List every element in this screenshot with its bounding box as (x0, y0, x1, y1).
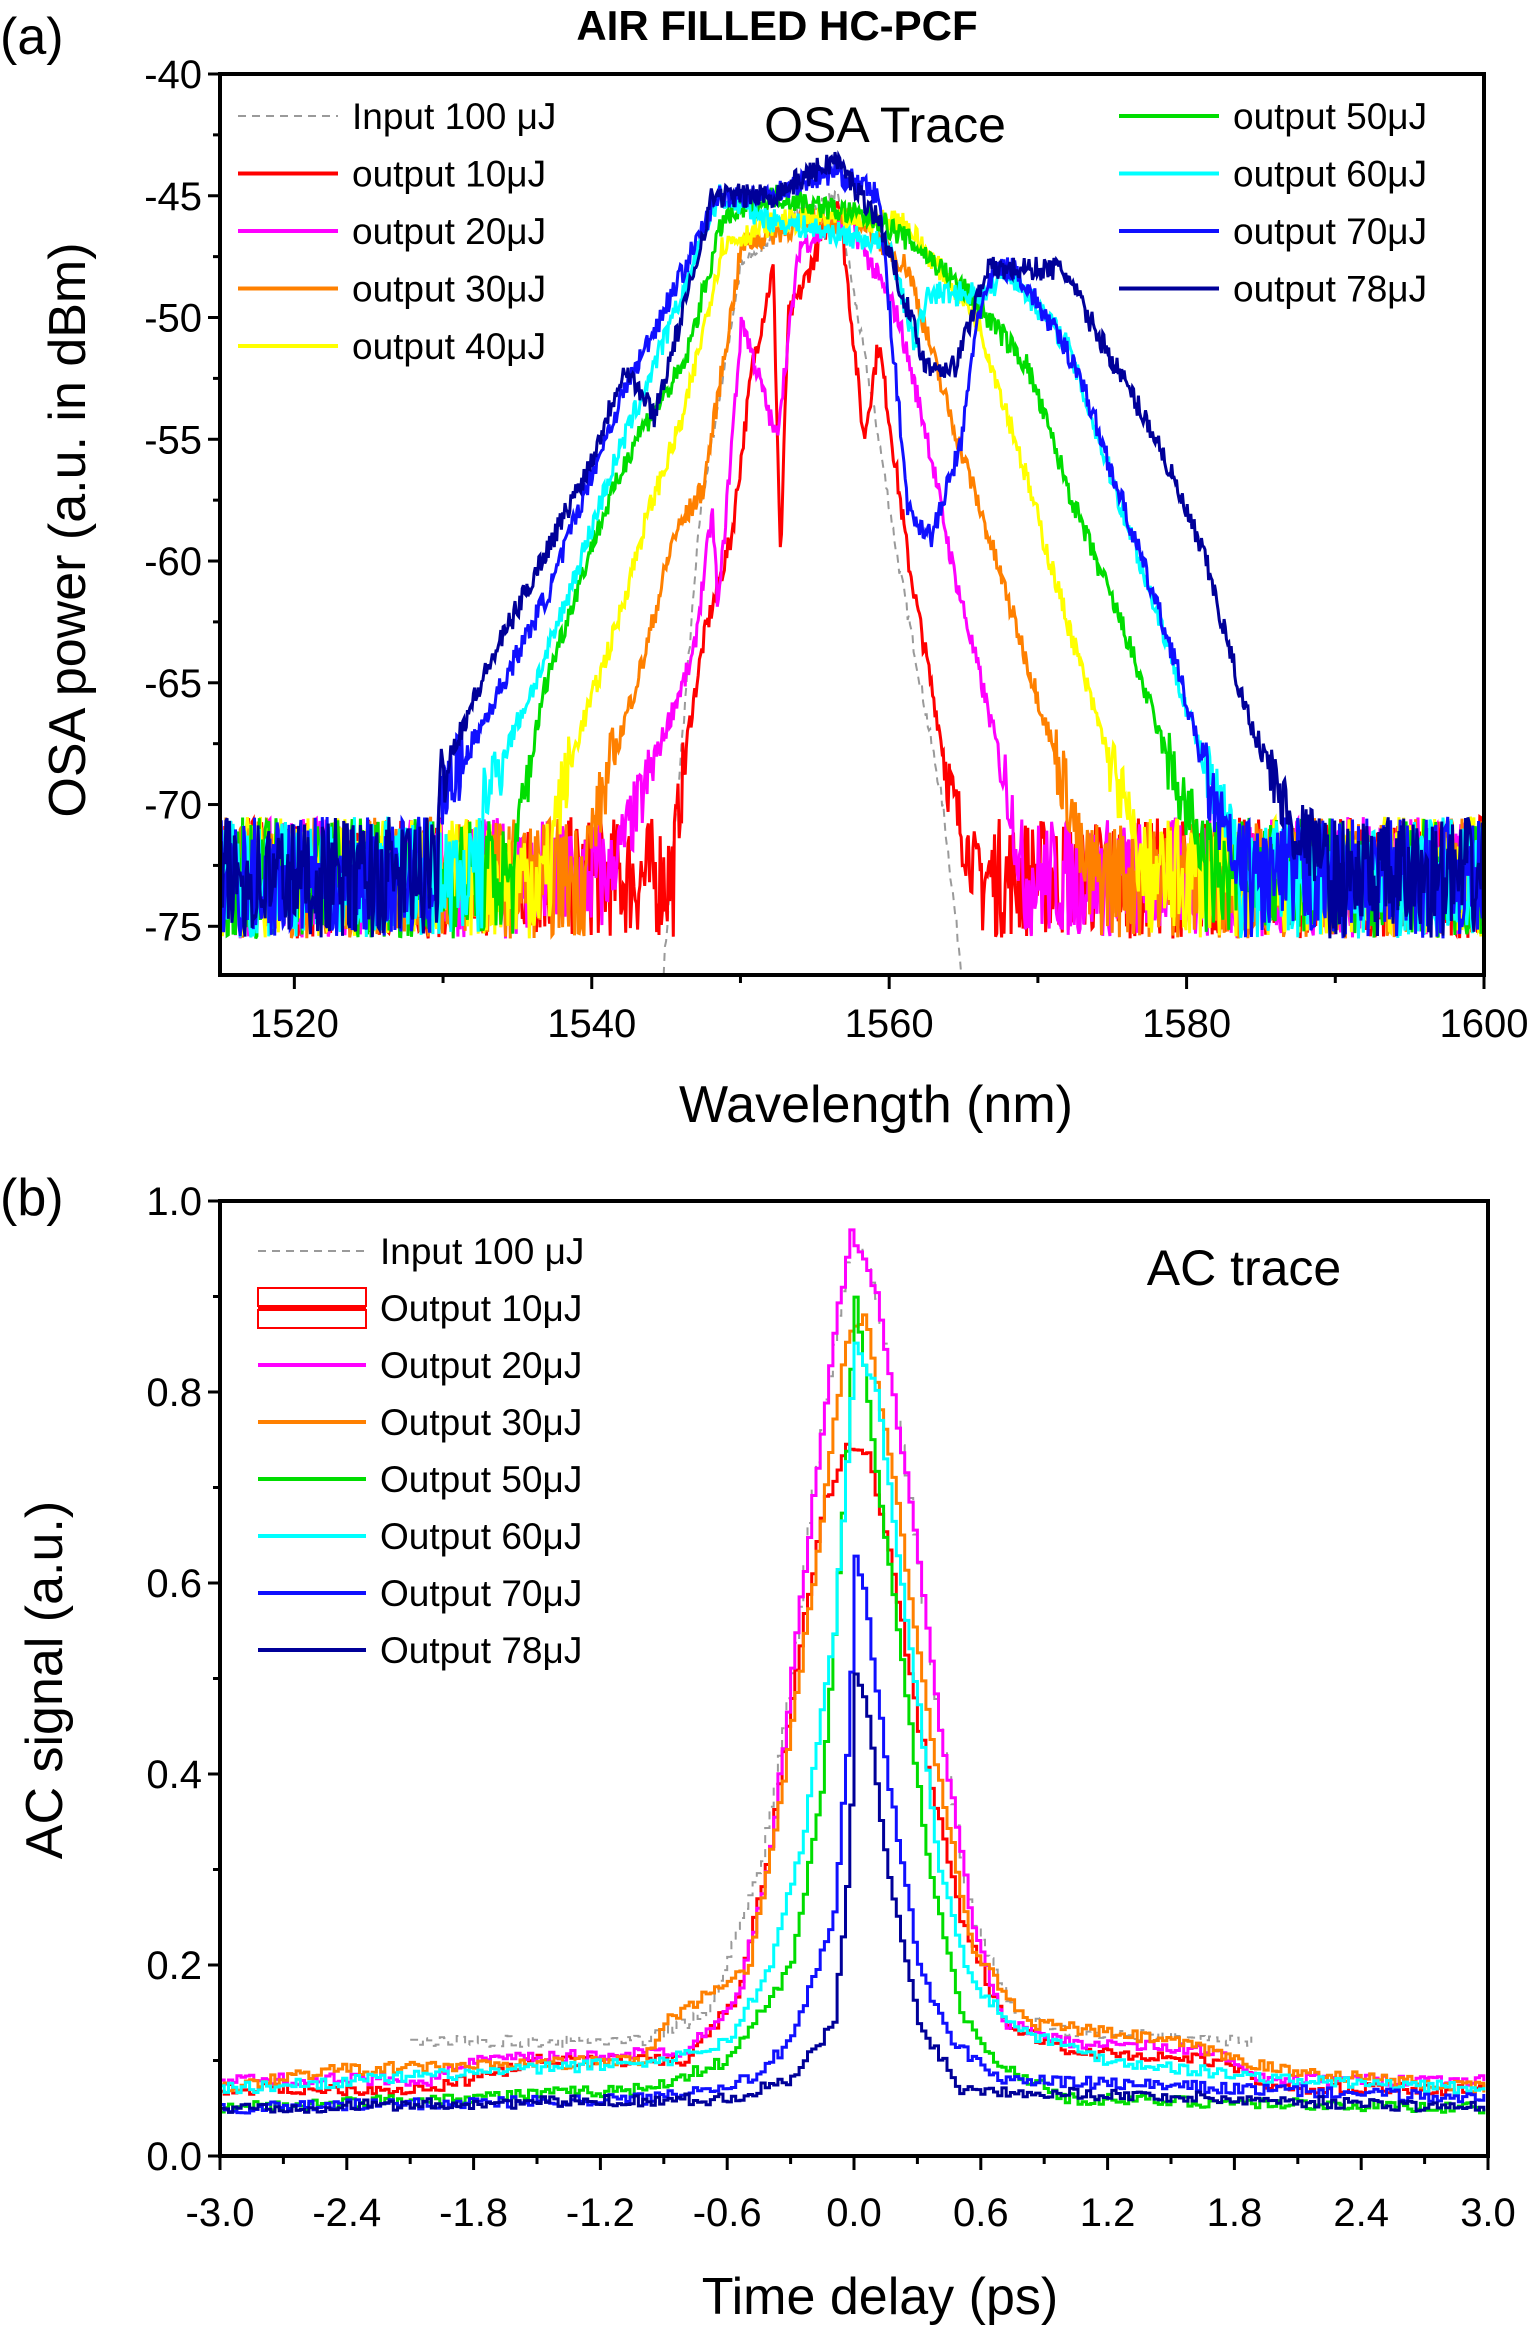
y-tick-label: 1.0 (146, 1180, 202, 1224)
y-tick-label: 0.6 (146, 1562, 202, 1606)
plot-frame-a (218, 72, 1486, 977)
legend-label: output 78μJ (1233, 269, 1427, 310)
legend-item: output 10μJ (238, 154, 546, 195)
legend-label: Output 50μJ (380, 1459, 582, 1500)
series-line-output-78-j (220, 150, 1484, 939)
legend-item: output 40μJ (238, 326, 546, 367)
series-group-b (220, 1228, 1486, 2115)
ac-trace-annotation: AC trace (1147, 1240, 1342, 1296)
legend-item: Output 10μJ (257, 1287, 582, 1329)
legend-item: Output 70μJ (258, 1573, 582, 1614)
legend-label: Output 60μJ (380, 1516, 582, 1557)
legend-label: Input 100 μJ (352, 96, 556, 137)
legend-item: Output 30μJ (258, 1402, 582, 1443)
x-tick-label: 1600 (1440, 1002, 1529, 1046)
x-tick-label: 3.0 (1460, 2191, 1516, 2235)
x-tick-label: -0.6 (693, 2191, 762, 2235)
y-tick-label: 0.2 (146, 1944, 202, 1988)
legend-item: Output 50μJ (258, 1459, 582, 1500)
legend-item: Output 78μJ (258, 1630, 582, 1671)
legend-item: Input 100 μJ (238, 96, 556, 137)
panel-b-label: (b) (0, 1169, 64, 1227)
legend-label: output 60μJ (1233, 154, 1427, 195)
legend-label: Output 30μJ (380, 1402, 582, 1443)
y-tick-label: -40 (144, 53, 202, 97)
legend-item: output 78μJ (1119, 269, 1427, 310)
legend-label: Output 78μJ (380, 1630, 582, 1671)
series-line-output-60-j (220, 1341, 1486, 2095)
series-line-output-78-j (220, 1672, 1486, 2114)
y-tick-label: 0.0 (146, 2135, 202, 2179)
x-tick-label: 1.8 (1207, 2191, 1263, 2235)
legend-item: Input 100 μJ (258, 1231, 584, 1272)
y-axis-label-a: OSA power (a.u. in dBm) (39, 242, 97, 817)
y-tick-label: 0.8 (146, 1371, 202, 1415)
x-tick-label: 0.6 (953, 2191, 1009, 2235)
y-tick-label: 0.4 (146, 1753, 202, 1797)
series-line-output-60-j (220, 184, 1484, 939)
x-tick-label: -1.2 (566, 2191, 635, 2235)
legend-label: Output 10μJ (380, 1288, 582, 1329)
legend-label: Input 100 μJ (380, 1231, 584, 1272)
y-tick-label: -50 (144, 297, 202, 341)
legend-item: Output 60μJ (258, 1516, 582, 1557)
legend-swatch-box (257, 1287, 367, 1307)
x-tick-label: -1.8 (439, 2191, 508, 2235)
x-tick-label: -3.0 (186, 2191, 255, 2235)
axis-ticks-b: -3.0 -2.4 -1.8 -1.2 -0.6 0.0 0.6 1.2 1.8 2.4 3.0 0.… (146, 1180, 1515, 2235)
legend-item: output 50μJ (1119, 96, 1427, 137)
y-tick-label: -45 (144, 175, 202, 219)
x-tick-label: -2.4 (312, 2191, 381, 2235)
x-tick-label: 1580 (1142, 1002, 1231, 1046)
x-tick-label: 1540 (547, 1002, 636, 1046)
x-tick-label: 0.0 (826, 2191, 882, 2235)
osa-trace-annotation: OSA Trace (764, 97, 1006, 153)
legend-item: Output 20μJ (258, 1345, 582, 1386)
legend-item: output 30μJ (238, 269, 546, 310)
legend-a: Input 100 μJ output 10μJ output 20μJ output… (238, 96, 1427, 367)
y-axis-label-b: AC signal (a.u.) (16, 1501, 74, 1859)
legend-item: output 70μJ (1119, 211, 1427, 252)
x-tick-label: 1560 (845, 1002, 934, 1046)
x-axis-label-a: Wavelength (nm) (679, 1076, 1073, 1134)
chart-title: AIR FILLED HC-PCF (576, 2, 977, 49)
panel-a-label: (a) (0, 8, 64, 66)
axis-ticks-a: 1520 1540 1560 1580 1600 -40 -45 -50 -55 -60 -65 -7… (144, 53, 1528, 1046)
y-tick-label: -65 (144, 662, 202, 706)
x-tick-label: 1520 (250, 1002, 339, 1046)
panel-b: (b) -3.0 -2.4 -1.8 -1.2 -0.6 0.0 0.6 1.2 1.8 2.4 3… (0, 1169, 1516, 2326)
legend-item: output 20μJ (238, 211, 546, 252)
x-tick-label: 1.2 (1080, 2191, 1136, 2235)
legend-label: Output 20μJ (380, 1345, 582, 1386)
y-tick-label: -70 (144, 784, 202, 828)
y-tick-label: -75 (144, 905, 202, 949)
series-line-output-10-j (220, 1442, 1486, 2097)
legend-swatch-box (257, 1309, 367, 1329)
legend-label: output 20μJ (352, 211, 546, 252)
legend-label: output 10μJ (352, 154, 546, 195)
legend-label: output 50μJ (1233, 96, 1427, 137)
legend-label: Output 70μJ (380, 1573, 582, 1614)
x-tick-label: 2.4 (1333, 2191, 1389, 2235)
legend-label: output 70μJ (1233, 211, 1427, 252)
series-line-output-30-j (220, 1313, 1486, 2094)
panel-a: (a) AIR FILLED HC-PCF 1520 1540 1560 1580 16… (0, 2, 1528, 1134)
legend-item: output 60μJ (1119, 154, 1427, 195)
x-axis-label-b: Time delay (ps) (702, 2268, 1058, 2326)
legend-label: output 30μJ (352, 269, 546, 310)
y-tick-label: -60 (144, 540, 202, 584)
legend-label: output 40μJ (352, 326, 546, 367)
series-group-a (220, 150, 1484, 975)
legend-b: Input 100 μJ Output 10μJ Output 20μJ Output… (257, 1231, 584, 1671)
y-tick-label: -55 (144, 418, 202, 462)
